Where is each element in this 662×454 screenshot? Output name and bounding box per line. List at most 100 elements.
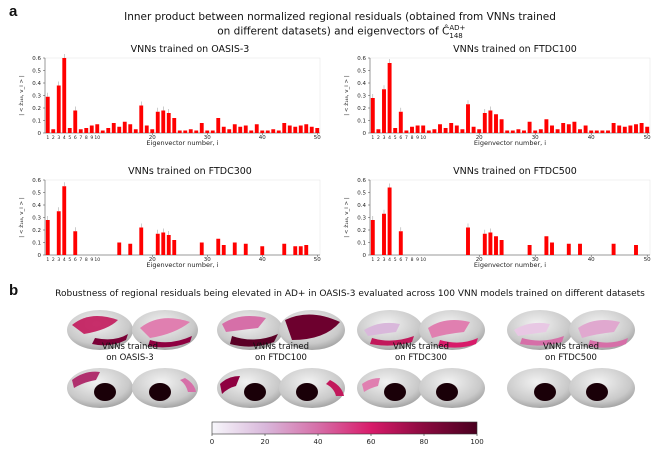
bar <box>488 232 493 255</box>
y-tick-label: 0.4 <box>32 203 41 209</box>
bar <box>62 186 67 255</box>
bar <box>505 130 510 133</box>
y-tick-label: 0.6 <box>357 178 366 184</box>
brain-region-highlight <box>364 322 400 336</box>
x-tick-label: 1 <box>46 257 49 263</box>
bar <box>494 236 498 255</box>
x-tick-label: 2 <box>52 135 55 141</box>
brain-medial-core <box>149 383 171 401</box>
brain-region-highlight <box>230 334 278 347</box>
bar <box>260 130 265 133</box>
panel-a-letter: a <box>9 3 18 20</box>
x-tick-label: 20 <box>476 135 483 141</box>
bar <box>410 126 414 133</box>
bar <box>227 129 232 133</box>
bar <box>161 110 166 133</box>
x-tick-label: 9 <box>90 135 93 141</box>
bar <box>95 124 100 133</box>
y-tick-label: 0.2 <box>357 106 366 112</box>
y-tick-label: 0.3 <box>32 94 41 100</box>
bar <box>398 111 403 133</box>
colorbar-gradient <box>211 421 478 435</box>
bar <box>177 130 182 133</box>
y-tick-label: 0 <box>363 131 367 137</box>
brain-group-ftdc100 <box>217 310 345 408</box>
bar <box>527 121 532 133</box>
x-tick-label: 3 <box>57 257 60 263</box>
bar <box>106 128 111 133</box>
brain-region-highlight <box>285 314 340 340</box>
x-tick-label: 3 <box>57 135 60 141</box>
colorbar-tick-label: 0 <box>210 438 214 446</box>
x-axis-label: Eigenvector number, i <box>146 139 218 147</box>
y-tick-label: 0.5 <box>357 69 366 75</box>
x-tick-label: 6 <box>399 257 402 263</box>
bar <box>144 125 149 133</box>
bar <box>494 114 498 133</box>
bar <box>139 227 144 255</box>
bar <box>62 58 67 133</box>
bar <box>482 113 487 133</box>
panel-a-title: Inner product between normalized regiona… <box>120 10 560 41</box>
y-tick-label: 0.3 <box>32 216 41 222</box>
bar <box>634 245 638 255</box>
y-tick-label: 0.4 <box>357 81 366 87</box>
bar <box>216 118 221 133</box>
panel-b-title: Robustness of regional residuals being e… <box>55 289 645 299</box>
bar <box>260 246 265 255</box>
brain-region-highlight <box>140 318 190 338</box>
x-tick-label: 5 <box>68 135 71 141</box>
bar <box>544 119 549 133</box>
y-tick-label: 0 <box>38 131 42 137</box>
bar <box>243 243 248 255</box>
bar <box>73 110 78 133</box>
bar <box>634 124 638 133</box>
x-tick-label: 8 <box>85 257 88 263</box>
bar <box>117 126 122 133</box>
bar <box>276 130 281 133</box>
brain-caption-line2: on OASIS-3 <box>106 352 154 363</box>
bar <box>183 130 188 133</box>
x-tick-label: 9 <box>90 257 93 263</box>
brain-medial-core <box>436 383 458 401</box>
chart-title-2: VNNs trained on FTDC300 <box>128 166 252 177</box>
bar <box>533 130 538 133</box>
bar <box>583 125 588 133</box>
bar <box>628 125 633 133</box>
colorbar-tick-label: 80 <box>420 438 429 446</box>
colorbar-tick-label: 40 <box>314 438 323 446</box>
bar <box>600 130 605 133</box>
bar <box>254 124 259 133</box>
bar <box>438 124 442 133</box>
brain-region-highlight <box>520 336 564 346</box>
brain-region-highlight <box>222 316 266 332</box>
bar <box>398 231 403 255</box>
bar <box>550 125 554 133</box>
bar <box>249 130 254 133</box>
brain-caption-line2: on FTDC500 <box>545 352 597 363</box>
bar <box>45 220 50 255</box>
bar <box>282 123 287 133</box>
x-tick-label: 30 <box>204 135 211 141</box>
chart-title-1: VNNs trained on FTDC100 <box>453 44 577 55</box>
x-tick-label: 20 <box>149 135 156 141</box>
x-tick-label: 8 <box>85 135 88 141</box>
brain-region-highlight <box>326 380 344 396</box>
bar <box>376 129 381 133</box>
bar <box>382 213 386 255</box>
bar <box>566 243 571 255</box>
bar <box>611 123 616 133</box>
y-tick-label: 0.6 <box>357 56 366 62</box>
y-axis-label: | < ẑ₁₄₈, v_i > | <box>18 75 25 116</box>
x-tick-label: 5 <box>394 257 397 263</box>
brain-region-highlight <box>180 378 196 392</box>
x-tick-label: 8 <box>411 135 414 141</box>
x-axis-label: Eigenvector number, i <box>474 139 546 147</box>
x-tick-label: 10 <box>94 257 100 263</box>
x-tick-label: 2 <box>377 257 380 263</box>
x-tick-label: 7 <box>405 135 408 141</box>
bar <box>56 85 61 133</box>
bar <box>122 121 127 133</box>
brain-region-highlight <box>588 338 628 348</box>
